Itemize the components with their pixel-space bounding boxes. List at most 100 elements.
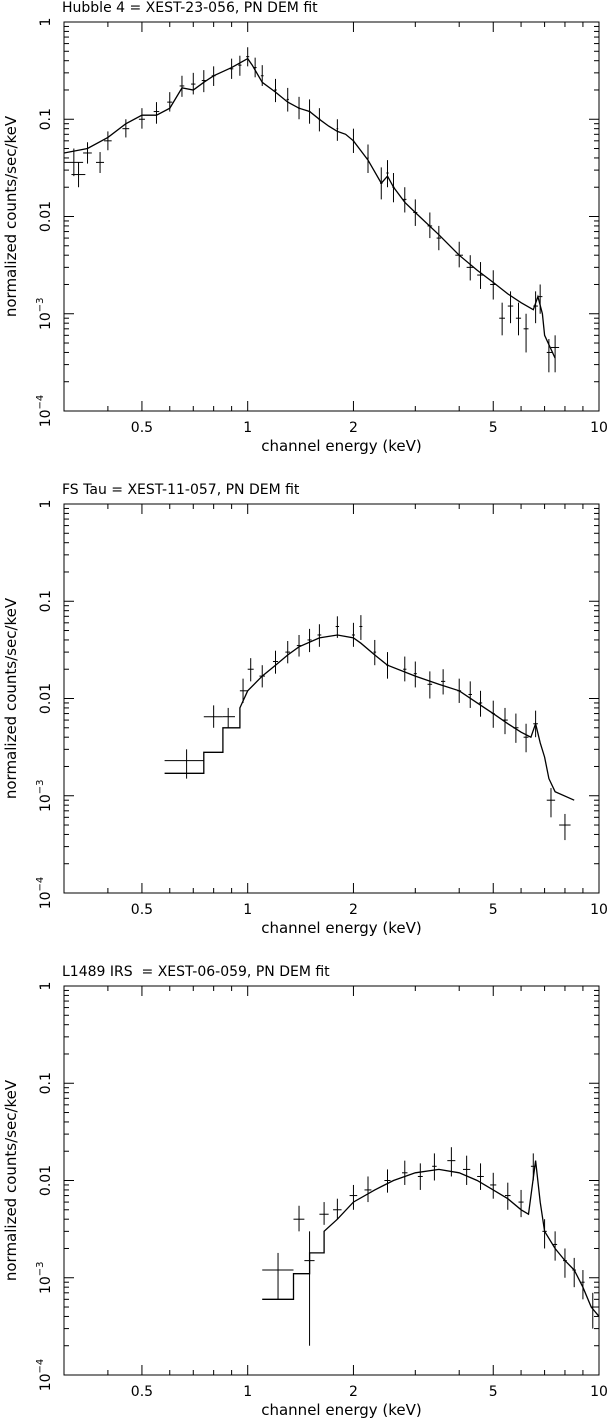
y-tick-label: 10−4 (35, 1359, 54, 1392)
y-tick-label: 1 (38, 500, 54, 509)
data-point (336, 119, 339, 141)
data-point (359, 615, 363, 640)
x-tick-label: 1 (243, 1384, 252, 1400)
data-point (308, 99, 311, 124)
x-tick-label: 5 (489, 1384, 498, 1400)
y-tick-label: 0.1 (38, 1072, 54, 1094)
data-point (351, 622, 355, 647)
data-point (499, 302, 505, 336)
x-axis-label: channel energy (keV) (261, 919, 422, 937)
data-point (546, 338, 554, 373)
y-tick-label: 1 (38, 18, 54, 27)
data-point (466, 255, 474, 281)
data-point (591, 1292, 595, 1329)
x-axis-label: channel energy (keV) (261, 1401, 422, 1419)
y-tick-base: 10 (38, 1373, 54, 1391)
x-tick-label: 0.5 (131, 902, 153, 918)
model-line (164, 634, 575, 801)
data-point (246, 47, 250, 67)
data-point (167, 92, 173, 112)
y-tick-exponent: −3 (35, 297, 46, 312)
data-point (364, 1176, 372, 1203)
plot-frame (63, 503, 600, 894)
data-point (559, 813, 571, 841)
data-point (515, 302, 522, 336)
data-point (533, 710, 538, 738)
data-point (293, 1205, 305, 1232)
data-point (229, 58, 234, 79)
data-point (468, 681, 472, 708)
data-point (164, 749, 204, 779)
data-point (462, 1155, 471, 1185)
model-line (262, 1160, 599, 1317)
data-point (307, 628, 312, 653)
data-point (553, 1231, 558, 1261)
x-tick-label: 10 (590, 420, 608, 436)
data-point (262, 1252, 294, 1300)
data-point (274, 78, 277, 103)
data-point (104, 131, 112, 151)
y-tick-exponent: −3 (35, 779, 46, 794)
data-point (432, 1153, 437, 1181)
chart-title: L1489 IRS = XEST-06-059, PN DEM fit (62, 964, 330, 980)
data-point (563, 1248, 567, 1278)
data-point (447, 1147, 456, 1177)
plot-frame (63, 21, 600, 412)
y-axis-label: normalized counts/sec/keV (2, 597, 20, 799)
data-point (403, 187, 407, 213)
data-point (581, 1270, 585, 1300)
y-tick-label: 0.1 (38, 108, 54, 130)
x-tick-label: 0.5 (131, 1384, 153, 1400)
chart-title: Hubble 4 = XEST-23-056, PN DEM fit (62, 0, 318, 16)
y-tick-exponent: −4 (35, 1359, 46, 1374)
x-tick-label: 2 (349, 1384, 358, 1400)
y-tick-label: 0.01 (38, 683, 54, 714)
data-point (222, 707, 235, 728)
data-point (349, 1184, 358, 1210)
plot-frame (63, 985, 600, 1376)
y-tick-label: 0.1 (38, 590, 54, 612)
data-point (239, 678, 248, 703)
x-tick-label: 1 (243, 420, 252, 436)
data-point (285, 641, 291, 664)
y-tick-label: 10−4 (35, 877, 54, 910)
data-point (384, 1169, 391, 1193)
data-point (502, 707, 508, 735)
y-tick-base: 10 (38, 794, 54, 812)
data-point (122, 119, 130, 138)
y-tick-label: 10−3 (35, 297, 54, 330)
chart-title: FS Tau = XEST-11-057, PN DEM fit (62, 482, 300, 498)
data-point (297, 96, 301, 120)
data-point (417, 1163, 423, 1190)
x-tick-label: 2 (349, 902, 358, 918)
spectrum-panel-1: Hubble 4 = XEST-23-056, PN DEM fit 0.5 1 2… (0, 0, 610, 476)
plot-area (262, 1147, 599, 1346)
data-point (379, 167, 383, 200)
y-tick-label: 10−3 (35, 1261, 54, 1294)
data-point (247, 658, 254, 682)
data-point (318, 108, 321, 132)
x-tick-label: 5 (489, 902, 498, 918)
data-point (572, 1257, 576, 1288)
data-point (153, 102, 160, 124)
spectrum-panel-2: FS Tau = XEST-11-057, PN DEM fit 0.5 1 2 5 1… (0, 482, 610, 958)
data-point (272, 650, 279, 674)
x-tick-label: 2 (349, 420, 358, 436)
data-point (211, 66, 216, 86)
y-tick-label: 10−4 (35, 395, 54, 428)
data-point (523, 313, 529, 353)
x-tick-label: 0.5 (131, 420, 153, 436)
data-point (490, 1172, 497, 1199)
data-point (392, 173, 395, 203)
data-point (238, 55, 242, 76)
data-point (542, 1219, 547, 1249)
data-point (386, 652, 389, 679)
data-point (71, 162, 86, 188)
data-point (490, 270, 497, 300)
data-point (507, 291, 514, 324)
data-point (550, 335, 560, 373)
data-point (201, 70, 206, 93)
data-point (403, 656, 407, 682)
